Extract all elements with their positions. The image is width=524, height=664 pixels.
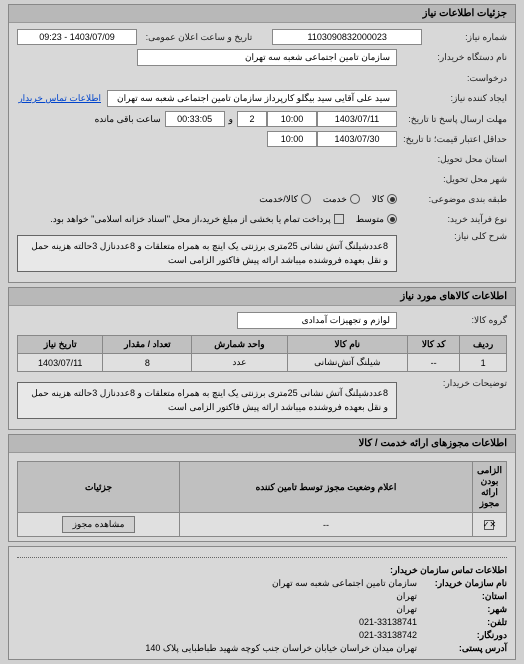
col-code: کد کالا [408, 336, 460, 354]
announce-date: 1403/07/09 - 09:23 [17, 29, 137, 45]
province: تهران [396, 591, 417, 601]
address: تهران میدان خراسان خیابان خراسان جنب کوچ… [145, 643, 417, 653]
delivery-province-label: استان محل تحویل: [397, 154, 507, 165]
items-header: اطلاعات کالاهای مورد نیاز [9, 288, 515, 306]
table-row: 1 -- شیلنگ آتش‌نشانی عدد 8 1403/07/11 [18, 354, 507, 372]
items-panel: اطلاعات کالاهای مورد نیاز گروه کالا: لوا… [8, 287, 516, 430]
price-valid-time: 10:00 [267, 131, 317, 147]
buyer-contact-link[interactable]: اطلاعات تماس خریدار [18, 93, 101, 104]
mandatory-checkbox[interactable]: ✕ [484, 520, 494, 530]
delivery-city-label: شهر محل تحویل: [397, 174, 507, 185]
group-label: گروه کالا: [397, 315, 507, 326]
org-name-label: نام سازمان خریدار: [417, 578, 507, 589]
buyer-org-label: نام دستگاه خریدار: [397, 52, 507, 63]
buyer-notes-label: توضیحات خریدار: [397, 378, 507, 389]
process-type-label: نوع فرآیند خرید: [397, 214, 507, 225]
price-valid-label: حداقل اعتبار قیمت؛ تا تاریخ: [397, 134, 507, 145]
radio-kala-khadamat[interactable]: کالا/خدمت [259, 194, 311, 205]
buyer-org: سازمان تامین اجتماعی شعبه سه تهران [137, 49, 397, 66]
col-qty: تعداد / مقدار [103, 336, 192, 354]
fax: 021-33138742 [359, 630, 417, 640]
process-radio-group: متوسط پرداخت تمام یا بخشی از مبلغ خرید،ا… [50, 214, 397, 225]
city-label: شهر: [417, 604, 507, 615]
licenses-panel: اطلاعات مجوزهای ارائه خدمت / کالا الزامی… [8, 434, 516, 542]
countdown-time: 00:33:05 [165, 111, 225, 127]
deadline-send-date: 1403/07/11 [317, 111, 397, 127]
col-date: تاریخ نیاز [18, 336, 103, 354]
need-desc-label: شرح کلی نیاز: [397, 231, 507, 242]
licenses-table: الزامی بودن ارائه مجوز اعلام وضعیت مجوز … [17, 461, 507, 537]
radio-motavaset[interactable]: متوسط [356, 214, 397, 225]
lic-col-mandatory: الزامی بودن ارائه مجوز [472, 462, 506, 513]
need-number-label: شماره نیاز: [422, 32, 507, 43]
view-license-button[interactable]: مشاهده مجوز [62, 516, 136, 533]
contact-panel: اطلاعات تماس سازمان خریدار: نام سازمان خ… [8, 546, 516, 660]
deadline-send-label: مهلت ارسال پاسخ تا تاریخ: [397, 114, 507, 125]
need-number: 1103090832000023 [272, 29, 422, 45]
need-info-panel: جزئیات اطلاعات نیاز شماره نیاز: 11030908… [8, 4, 516, 283]
table-header-row: ردیف کد کالا نام کالا واحد شمارش تعداد /… [18, 336, 507, 354]
countdown-days: 2 [237, 111, 267, 127]
buyer-notes: 8عددشیلنگ آتش نشانی 25متری برزنتی یک این… [17, 382, 397, 419]
price-valid-date: 1403/07/30 [317, 131, 397, 147]
need-desc: 8عددشیلنگ آتش نشانی 25متری برزنتی یک این… [17, 235, 397, 272]
lic-col-details: جزئیات [18, 462, 180, 513]
request-label: درخواست: [397, 73, 507, 84]
col-row: ردیف [460, 336, 507, 354]
deadline-send-time: 10:00 [267, 111, 317, 127]
countdown-suffix: ساعت باقی مانده [95, 114, 161, 125]
license-row: ✕ -- مشاهده مجوز [18, 513, 507, 537]
group-value: لوازم و تجهیزات آمدادی [237, 312, 397, 329]
radio-kala[interactable]: کالا [372, 194, 397, 205]
countdown-and: و [229, 114, 233, 125]
checkbox-asnad[interactable]: پرداخت تمام یا بخشی از مبلغ خرید،از محل … [50, 214, 343, 225]
radio-khadamat[interactable]: خدمت [323, 194, 360, 205]
col-unit: واحد شمارش [192, 336, 287, 354]
need-info-header: جزئیات اطلاعات نیاز [9, 5, 515, 23]
announce-date-label: تاریخ و ساعت اعلان عمومی: [137, 32, 252, 43]
items-table: ردیف کد کالا نام کالا واحد شمارش تعداد /… [17, 335, 507, 372]
province-label: استان: [417, 591, 507, 602]
lic-col-status: اعلام وضعیت مجوز توسط تامین کننده [180, 462, 473, 513]
fax-label: دورنگار: [417, 630, 507, 641]
city: تهران [396, 604, 417, 614]
col-name: نام کالا [287, 336, 407, 354]
phone: 021-33138741 [359, 617, 417, 627]
creator: سید علی آقایی سید بیگلو کارپرداز سازمان … [107, 90, 397, 107]
address-label: آدرس پستی: [417, 643, 507, 654]
contact-title: اطلاعات تماس سازمان خریدار: [17, 564, 507, 577]
org-name: سازمان تامین اجتماعی شعبه سه تهران [272, 578, 417, 588]
licenses-header: اطلاعات مجوزهای ارائه خدمت / کالا [9, 435, 515, 453]
creator-label: ایجاد کننده نیاز: [397, 93, 507, 104]
subject-radio-group: کالا خدمت کالا/خدمت [259, 194, 397, 205]
phone-label: تلفن: [417, 617, 507, 628]
subject-class-label: طبقه بندی موضوعی: [397, 194, 507, 205]
